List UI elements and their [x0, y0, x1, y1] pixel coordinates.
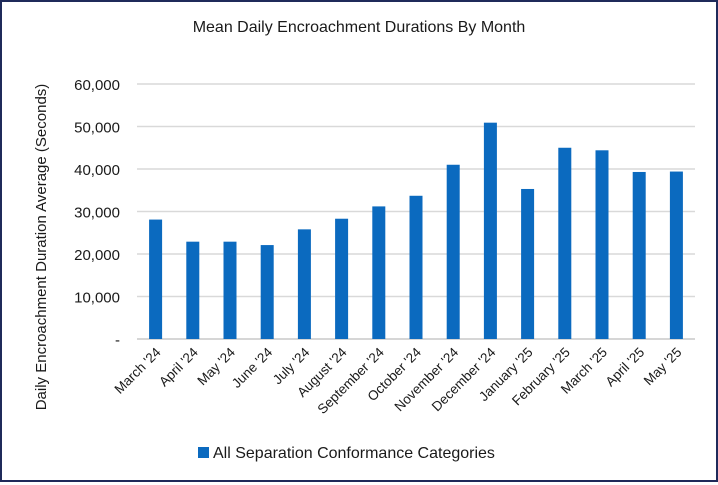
bars	[149, 122, 683, 339]
chart-title: Mean Daily Encroachment Durations By Mon…	[193, 19, 526, 36]
bar	[335, 218, 349, 339]
bar	[297, 229, 311, 339]
bar	[223, 241, 237, 339]
bar	[595, 150, 609, 339]
bar	[186, 241, 200, 339]
y-axis-label: Daily Encroachment Duration Average (Sec…	[33, 84, 50, 411]
y-tick-label: 20,000	[74, 247, 120, 264]
y-tick-label: 50,000	[74, 120, 120, 137]
legend-swatch	[198, 447, 209, 458]
bar	[521, 188, 535, 339]
bar	[260, 245, 274, 339]
y-tick-labels: - 10,000 20,000 30,000 40,000 50,000 60,000	[74, 77, 120, 349]
bar	[669, 171, 683, 339]
y-tick-label: 60,000	[74, 77, 120, 94]
y-tick-label: 10,000	[74, 290, 120, 307]
x-tick-label: March '24	[111, 344, 164, 397]
y-tick-label: -	[115, 332, 120, 349]
bar	[632, 171, 646, 339]
bar	[409, 195, 423, 339]
bar	[149, 219, 163, 339]
x-tick-label: April '25	[603, 345, 648, 390]
x-tick-label: May '25	[641, 345, 685, 389]
y-tick-label: 40,000	[74, 162, 120, 179]
x-tick-label: June '24	[229, 344, 276, 391]
x-tick-label: April '24	[156, 344, 201, 389]
legend: All Separation Conformance Categories	[198, 445, 495, 462]
bar	[446, 164, 460, 339]
legend-label: All Separation Conformance Categories	[213, 445, 495, 462]
bar	[372, 206, 386, 339]
bar	[483, 122, 497, 339]
y-tick-label: 30,000	[74, 205, 120, 222]
bar	[558, 147, 572, 339]
